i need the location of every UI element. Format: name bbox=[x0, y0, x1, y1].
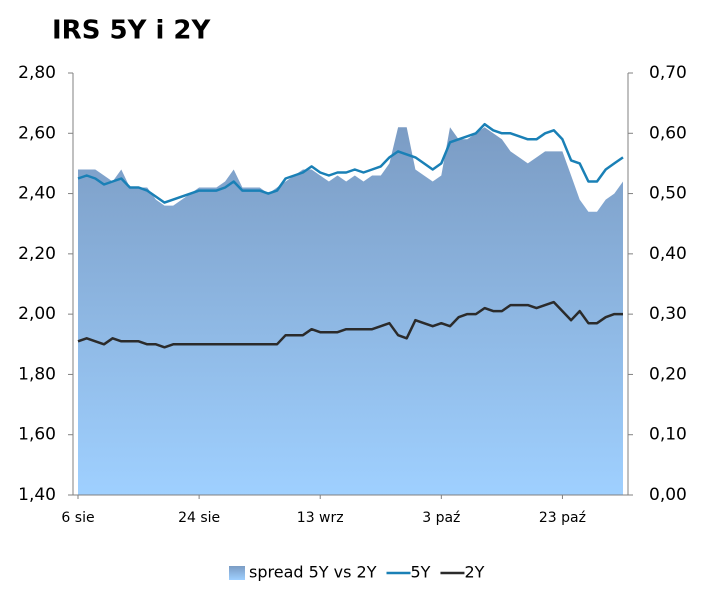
x-tick-label: 24 sie bbox=[178, 510, 220, 526]
y-tick-label: 2,20 bbox=[18, 244, 56, 264]
y-tick-label: 1,80 bbox=[18, 364, 56, 384]
legend-label: 2Y bbox=[464, 563, 484, 582]
y-tick-label: 2,00 bbox=[18, 304, 56, 324]
x-tick-label: 23 paź bbox=[539, 510, 586, 526]
line-5y bbox=[77, 122, 624, 204]
legend-swatch bbox=[229, 566, 245, 580]
y2-tick-label: 0,40 bbox=[649, 244, 687, 264]
y-tick-label: 2,40 bbox=[18, 184, 56, 204]
legend-label: 5Y bbox=[411, 563, 431, 582]
y2-tick-label: 0,00 bbox=[649, 485, 687, 505]
chart-title: IRS 5Y i 2Y bbox=[52, 16, 211, 46]
y-tick-label: 2,80 bbox=[18, 63, 56, 83]
legend-label: spread 5Y vs 2Y bbox=[249, 563, 377, 582]
y-tick-label: 1,60 bbox=[18, 425, 56, 445]
y2-tick-label: 0,50 bbox=[649, 184, 687, 204]
x-tick-label: 3 paź bbox=[422, 510, 460, 526]
y2-tick-label: 0,30 bbox=[649, 304, 687, 324]
spread-area bbox=[78, 127, 623, 496]
legend: spread 5Y vs 2Y 5Y 2Y bbox=[229, 563, 485, 582]
y2-tick-label: 0,20 bbox=[649, 364, 687, 384]
line-2y bbox=[77, 300, 623, 349]
y2-tick-label: 0,10 bbox=[649, 425, 687, 445]
y-tick-label: 1,40 bbox=[18, 485, 56, 505]
y2-tick-label: 0,70 bbox=[649, 63, 687, 83]
x-tick-label: 13 wrz bbox=[297, 510, 344, 526]
y2-tick-label: 0,60 bbox=[649, 123, 687, 143]
x-tick-label: 6 sie bbox=[61, 510, 94, 526]
y-tick-label: 2,60 bbox=[18, 123, 56, 143]
